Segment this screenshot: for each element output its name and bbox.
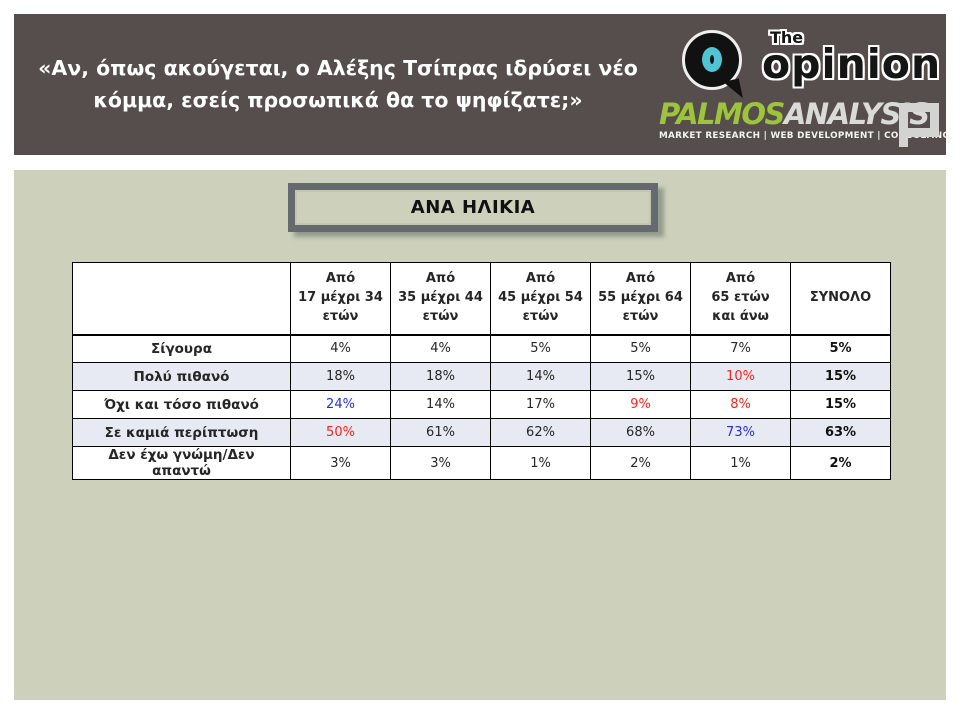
column-header: Από 17 μέχρι 34 ετών <box>290 262 391 335</box>
header-bar: «Αν, όπως ακούγεται, ο Αλέξης Τσίπρας ιδ… <box>14 14 950 155</box>
value-cell: 14% <box>490 362 591 391</box>
value-cell: 61% <box>390 418 491 447</box>
table-row: Δεν έχω γνώμη/Δεν απαντώ 3% 3% 1% 2% 1% 2% <box>72 446 891 480</box>
palmos-square-icon <box>899 103 939 147</box>
value-cell: 18% <box>390 362 491 391</box>
column-header: Από 45 μέχρι 54 ετών <box>490 262 591 335</box>
palmos-tagline: MARKET RESEARCH | WEB DEVELOPMENT | CONS… <box>659 131 950 141</box>
value-cell: 8% <box>690 390 791 419</box>
opinion-logo: The opinion <box>674 26 940 102</box>
question-text: «Αν, όπως ακούγεται, ο Αλέξης Τσίπρας ιδ… <box>38 55 638 112</box>
value-cell: 5% <box>490 334 591 363</box>
value-cell: 73% <box>690 418 791 447</box>
value-cell: 2% <box>790 446 891 480</box>
row-label: Πολύ πιθανό <box>72 362 291 391</box>
value-cell: 5% <box>590 334 691 363</box>
value-cell: 5% <box>790 334 891 363</box>
row-label: Όχι και τόσο πιθανό <box>72 390 291 419</box>
opinion-o-ring-icon <box>702 47 722 72</box>
table-header-row: Από 17 μέχρι 34 ετών Από 35 μέχρι 44 ετών Από 4… <box>72 262 891 335</box>
column-header: Από 35 μέχρι 44 ετών <box>390 262 491 335</box>
table-body: Σίγουρα 4% 4% 5% 5% 7% 5% Πολύ πιθανό 18% 18% 14% 1… <box>72 334 891 480</box>
row-label: Σίγουρα <box>72 334 291 363</box>
value-cell: 2% <box>590 446 691 480</box>
value-cell: 1% <box>490 446 591 480</box>
table-row: Σίγουρα 4% 4% 5% 5% 7% 5% <box>72 334 891 363</box>
column-header: Από 65 ετών και άνω <box>690 262 791 335</box>
value-cell: 15% <box>790 362 891 391</box>
value-cell: 9% <box>590 390 691 419</box>
section-title-box: ΑΝΑ ΗΛΙΚΙΑ <box>288 183 658 232</box>
table-row: Σε καμιά περίπτωση 50% 61% 62% 68% 73% 63% <box>72 418 891 447</box>
value-cell: 4% <box>290 334 391 363</box>
value-cell: 50% <box>290 418 391 447</box>
column-header: Από 55 μέχρι 64 ετών <box>590 262 691 335</box>
value-cell: 15% <box>590 362 691 391</box>
value-cell: 7% <box>690 334 791 363</box>
opinion-logo-name: opinion <box>762 40 942 88</box>
table-row: Πολύ πιθανό 18% 18% 14% 15% 10% 15% <box>72 362 891 391</box>
value-cell: 14% <box>390 390 491 419</box>
column-header: ΣΥΝΟΛΟ <box>790 262 891 335</box>
value-cell: 18% <box>290 362 391 391</box>
value-cell: 62% <box>490 418 591 447</box>
value-cell: 68% <box>590 418 691 447</box>
value-cell: 3% <box>290 446 391 480</box>
results-table: Από 17 μέχρι 34 ετών Από 35 μέχρι 44 ετών Από 4… <box>72 262 891 480</box>
row-label: Δεν έχω γνώμη/Δεν απαντώ <box>72 446 291 480</box>
palmos-logo: PALMOSANALYSIS MARKET RESEARCH | WEB DEV… <box>659 100 950 152</box>
body-panel: ΑΝΑ ΗΛΙΚΙΑ Από 17 μέχρι 34 ετών Από 35 μέχρι… <box>14 170 946 700</box>
value-cell: 63% <box>790 418 891 447</box>
value-cell: 1% <box>690 446 791 480</box>
palmos-label: PALMOS <box>659 97 785 131</box>
value-cell: 3% <box>390 446 491 480</box>
value-cell: 24% <box>290 390 391 419</box>
section-title: ΑΝΑ ΗΛΙΚΙΑ <box>410 197 536 218</box>
value-cell: 17% <box>490 390 591 419</box>
value-cell: 10% <box>690 362 791 391</box>
row-label: Σε καμιά περίπτωση <box>72 418 291 447</box>
column-header <box>72 262 291 335</box>
value-cell: 4% <box>390 334 491 363</box>
palmos-logo-name: PALMOSANALYSIS <box>659 100 941 129</box>
speech-bubble-icon <box>682 30 742 90</box>
table-row: Όχι και τόσο πιθανό 24% 14% 17% 9% 8% 15% <box>72 390 891 419</box>
opinion-logo-the: The <box>770 28 804 47</box>
table-container: Από 17 μέχρι 34 ετών Από 35 μέχρι 44 ετών Από 4… <box>72 262 891 480</box>
value-cell: 15% <box>790 390 891 419</box>
